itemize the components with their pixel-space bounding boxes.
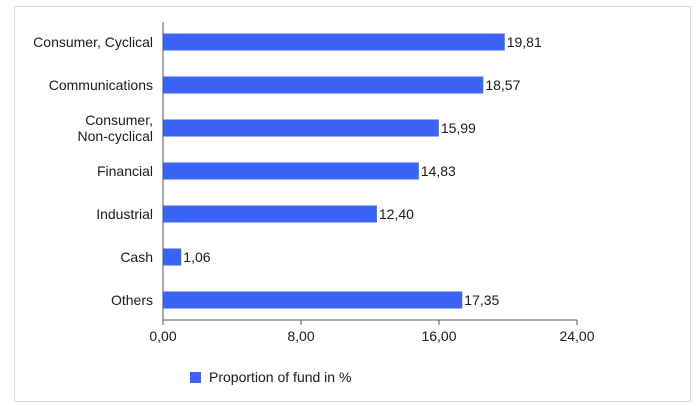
data-label: 19,81 <box>507 34 542 50</box>
data-label: 1,06 <box>183 249 210 265</box>
data-label: 12,40 <box>379 206 414 222</box>
x-tick-label: 0,00 <box>149 328 176 344</box>
category-label: Communications <box>49 77 153 93</box>
x-tick-label: 16,00 <box>421 328 456 344</box>
bar <box>163 76 484 94</box>
x-tick-label: 24,00 <box>559 328 594 344</box>
data-label: 17,35 <box>464 292 499 308</box>
bar <box>163 119 439 137</box>
data-label: 15,99 <box>441 120 476 136</box>
category-label: Consumer, Non-cyclical <box>78 112 153 144</box>
category-label: Consumer, Cyclical <box>33 34 153 50</box>
category-label: Cash <box>120 249 153 265</box>
bar <box>163 205 377 223</box>
bar <box>163 33 505 51</box>
legend-swatch <box>190 372 201 383</box>
bar <box>163 162 419 180</box>
chart-frame <box>14 6 691 402</box>
category-label: Others <box>111 292 153 308</box>
category-label: Industrial <box>96 206 153 222</box>
x-tick-label: 8,00 <box>287 328 314 344</box>
data-label: 18,57 <box>485 77 520 93</box>
bar <box>163 248 182 266</box>
bar <box>163 291 463 309</box>
category-label: Financial <box>97 163 153 179</box>
legend-label: Proportion of fund in % <box>209 369 351 385</box>
data-label: 14,83 <box>421 163 456 179</box>
